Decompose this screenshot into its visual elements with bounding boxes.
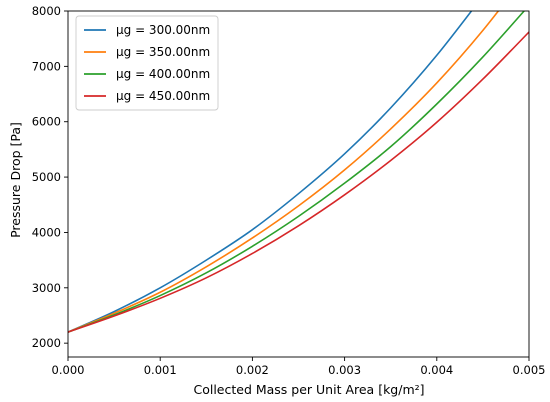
y-tick-label: 7000 <box>32 59 61 73</box>
y-tick-label: 2000 <box>32 336 61 350</box>
legend-label: μg = 400.00nm <box>116 67 210 81</box>
y-tick-label: 6000 <box>32 115 61 129</box>
y-tick-label: 3000 <box>32 281 61 295</box>
y-tick-label: 8000 <box>32 4 61 18</box>
series-line-3 <box>68 11 526 333</box>
legend-box <box>75 15 219 111</box>
legend-label: μg = 350.00nm <box>116 45 210 59</box>
series-line-1 <box>68 11 473 333</box>
plot-area <box>68 11 529 333</box>
y-axis-title: Pressure Drop [Pa] <box>8 122 23 238</box>
legend: μg = 300.00nm μg = 350.00nm μg = 400.00nm μ… <box>75 15 219 111</box>
x-tick-label: 0.005 <box>513 363 546 377</box>
legend-label: μg = 300.00nm <box>116 23 210 37</box>
series-line-4 <box>68 31 529 333</box>
x-tick-label: 0.000 <box>52 363 85 377</box>
axes <box>67 10 530 358</box>
x-tick-label: 0.001 <box>144 363 177 377</box>
x-axis-title: Collected Mass per Unit Area [kg/m²] <box>193 382 424 397</box>
y-tick-label: 5000 <box>32 170 61 184</box>
x-tick-label: 0.004 <box>420 363 453 377</box>
axes-frame <box>67 10 530 358</box>
series-line-2 <box>68 11 500 333</box>
x-tick-label: 0.002 <box>236 363 269 377</box>
y-tick-label: 4000 <box>32 225 61 239</box>
x-tick-label: 0.003 <box>328 363 361 377</box>
legend-label: μg = 450.00nm <box>116 89 210 103</box>
ticks: 0.000 0.001 0.002 0.003 0.004 0.005 2000 3000 40… <box>32 4 546 377</box>
